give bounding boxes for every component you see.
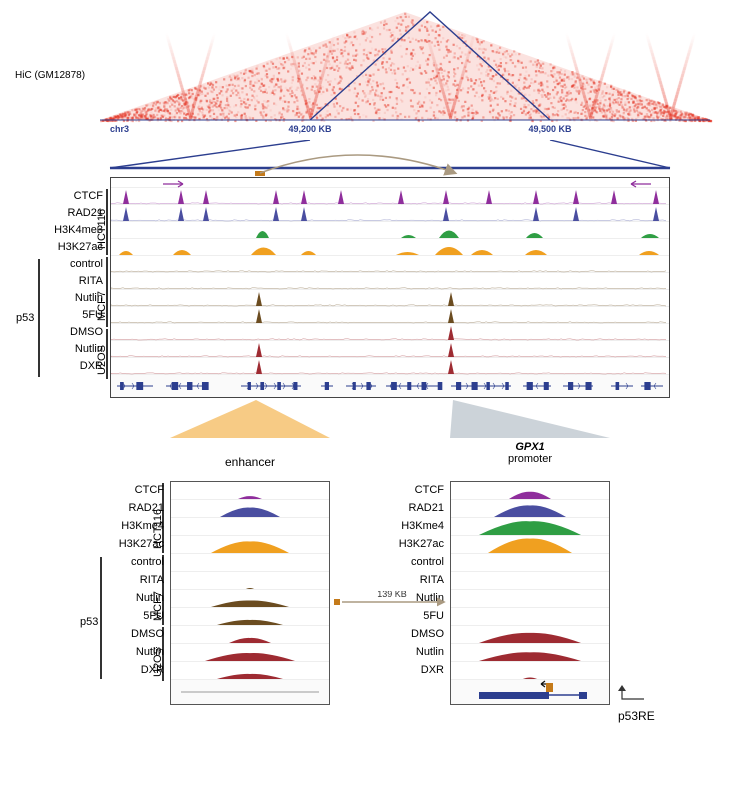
track-label-H3K4me3: H3K4me3 <box>43 224 103 236</box>
track-label-RITA: RITA <box>43 275 103 287</box>
hic-panel: HiC (GM12878) chr349,200 KB49,500 KB <box>70 10 740 140</box>
svg-text:49,200 KB: 49,200 KB <box>288 124 332 134</box>
distance-label-text: 139 KB <box>377 591 407 599</box>
track-label-Nutlin1: Nutlin <box>43 292 103 304</box>
svg-text:chr3: chr3 <box>110 124 129 134</box>
enhancer-detail-panel: CTCFRAD21H3Kme4H3K27accontrolRITANutlin5… <box>170 481 330 705</box>
promoter-region-label: GPX1 promoter <box>450 442 610 465</box>
detail-panels-row: enhancer GPX1 promoter HCT116MCF7U2OSp53… <box>110 451 670 711</box>
promoter-label-text: promoter <box>508 453 552 465</box>
promoter-detail-panel: CTCFRAD21H3Kme4H3K27accontrolRITANutlin5… <box>450 481 610 705</box>
hic-heatmap: chr3 49,200 KB 49,500 KB <box>70 10 740 140</box>
enhancer-label-text: enhancer <box>225 455 275 469</box>
track-label-RAD21: RAD21 <box>43 207 103 219</box>
track-label-DMSO: DMSO <box>43 326 103 338</box>
track-label-Nutlin2: Nutlin <box>43 343 103 355</box>
distance-origin-box <box>334 599 340 605</box>
svg-text:49,500 KB: 49,500 KB <box>528 124 572 134</box>
enhancer-region-label: enhancer <box>170 455 330 469</box>
distance-arrow: 139 KB <box>332 591 452 615</box>
track-label-H3K27ac: H3K27ac <box>43 241 103 253</box>
p53re-label-text: p53RE <box>618 709 655 723</box>
main-browser-panel: CTCFRAD21H3K4me3H3K27accontrolRITANutlin… <box>110 177 670 398</box>
track-label-CTCF: CTCF <box>43 190 103 202</box>
detail-zoom-connector <box>10 398 740 440</box>
figure-root: HiC (GM12878) chr349,200 KB49,500 KB HCT… <box>10 10 740 711</box>
track-label-DXR: DXR <box>43 360 103 372</box>
p53re-callout: p53RE <box>618 691 670 723</box>
track-label-5FU: 5FU <box>43 309 103 321</box>
hic-cell-line-label: HiC (GM12878) <box>15 70 85 81</box>
gpx1-gene-label: GPX1 <box>515 441 544 453</box>
track-label-control: control <box>43 258 103 270</box>
loop-arrow <box>110 153 670 179</box>
